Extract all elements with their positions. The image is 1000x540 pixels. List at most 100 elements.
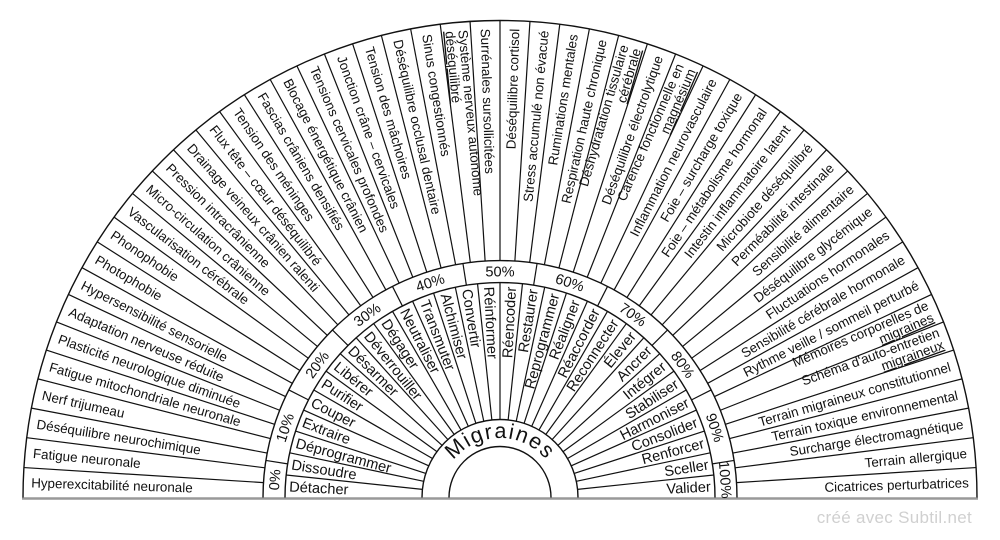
percent-divider — [651, 329, 669, 346]
sector-divider — [296, 65, 400, 284]
percent-divider — [691, 389, 712, 401]
sector-divider — [81, 267, 293, 384]
action-divider — [289, 452, 424, 482]
action-divider — [339, 353, 443, 446]
action-divider — [567, 389, 687, 460]
sector-divider — [672, 170, 849, 336]
center-hole-arc — [448, 445, 552, 498]
sector-divider — [243, 94, 374, 298]
sector-divider — [37, 378, 271, 440]
cause-sector-label: Déséquilibre cortisol — [504, 28, 523, 149]
action-divider — [303, 409, 429, 467]
sector-divider — [46, 349, 275, 425]
percent-divider — [391, 286, 403, 307]
sector-divider — [195, 129, 350, 316]
cause-sector-label: Stress accumulé non évacué — [521, 30, 552, 203]
percent-label: 0% — [267, 469, 285, 491]
sector-divider — [469, 21, 486, 262]
action-divider — [432, 292, 477, 424]
sector-divider — [699, 241, 904, 372]
sector-divider — [543, 28, 590, 265]
sector-divider — [682, 192, 868, 347]
percent-outer-arc — [262, 259, 738, 498]
sector-divider — [439, 24, 471, 263]
action-divider — [325, 370, 438, 453]
percent-divider — [265, 459, 288, 465]
sector-divider — [68, 293, 286, 398]
action-sector-label: Réinformer — [480, 286, 500, 359]
sector-divider — [732, 407, 969, 454]
sector-divider — [572, 43, 648, 273]
action-divider — [286, 474, 423, 490]
sector-divider — [514, 21, 531, 262]
percent-divider — [533, 263, 538, 286]
sector-divider — [626, 94, 757, 298]
sector-divider — [529, 24, 561, 263]
sector-divider — [173, 149, 339, 326]
action-divider — [412, 300, 469, 427]
action-sector-label: Détacher — [289, 479, 349, 498]
percent-label: 100% — [715, 461, 734, 499]
sector-divider — [735, 437, 974, 469]
sector-divider — [56, 321, 280, 411]
sector-divider — [219, 111, 362, 307]
action-divider — [313, 389, 433, 460]
action-divider — [515, 287, 546, 422]
sector-divider — [661, 149, 827, 326]
action-divider — [557, 353, 661, 446]
action-divider — [573, 430, 705, 474]
percent-divider — [462, 263, 467, 286]
cause-sector-label: Hyperexcitabilité neuronale — [31, 475, 193, 495]
sector-divider — [558, 35, 620, 269]
cause-sector-label-line2: déséquilibré — [442, 30, 464, 103]
action-divider — [391, 311, 462, 431]
action-divider — [531, 300, 588, 427]
action-sector-label: Sceller — [663, 458, 710, 481]
sector-divider — [736, 466, 977, 484]
action-divider — [551, 337, 645, 440]
sector-divider — [600, 65, 704, 284]
cause-sector-label: Cicatrices perturbatrices — [824, 475, 969, 495]
sector-divider — [151, 170, 328, 336]
action-divider — [476, 283, 493, 420]
action-divider — [562, 370, 675, 453]
sector-divider — [323, 53, 414, 278]
action-divider — [355, 337, 449, 440]
percent-divider — [597, 286, 609, 307]
sector-divider — [725, 349, 954, 425]
percent-divider — [712, 459, 735, 465]
sector-divider — [691, 216, 887, 359]
sector-divider — [707, 267, 919, 384]
sector-divider — [638, 111, 781, 307]
sector-divider — [714, 293, 932, 398]
sector-divider — [586, 53, 677, 278]
sector-divider — [96, 241, 301, 372]
cause-sector-label: Surrénales sursollicitées — [478, 28, 498, 174]
percent-divider — [288, 389, 309, 401]
sector-divider — [650, 129, 805, 316]
action-divider — [576, 452, 711, 482]
action-divider — [373, 323, 455, 435]
sector-divider — [31, 407, 268, 454]
percent-label: 50% — [485, 265, 514, 281]
sector-divider — [26, 437, 265, 469]
action-divider — [507, 283, 524, 420]
action-divider — [523, 292, 568, 424]
sector-divider — [132, 192, 318, 347]
sector-divider — [410, 28, 457, 265]
action-divider — [538, 311, 609, 431]
sector-divider — [729, 378, 963, 440]
sector-divider — [720, 321, 944, 411]
action-sector-label: Valider — [666, 479, 711, 497]
action-divider — [454, 287, 485, 422]
sector-divider — [380, 35, 442, 269]
action-divider — [545, 323, 627, 435]
sector-divider — [113, 216, 309, 359]
sector-divider — [269, 79, 387, 291]
action-divider — [577, 474, 714, 490]
action-sector-label: Réencoder — [500, 286, 520, 358]
sector-divider — [352, 43, 428, 273]
action-divider — [571, 409, 697, 467]
